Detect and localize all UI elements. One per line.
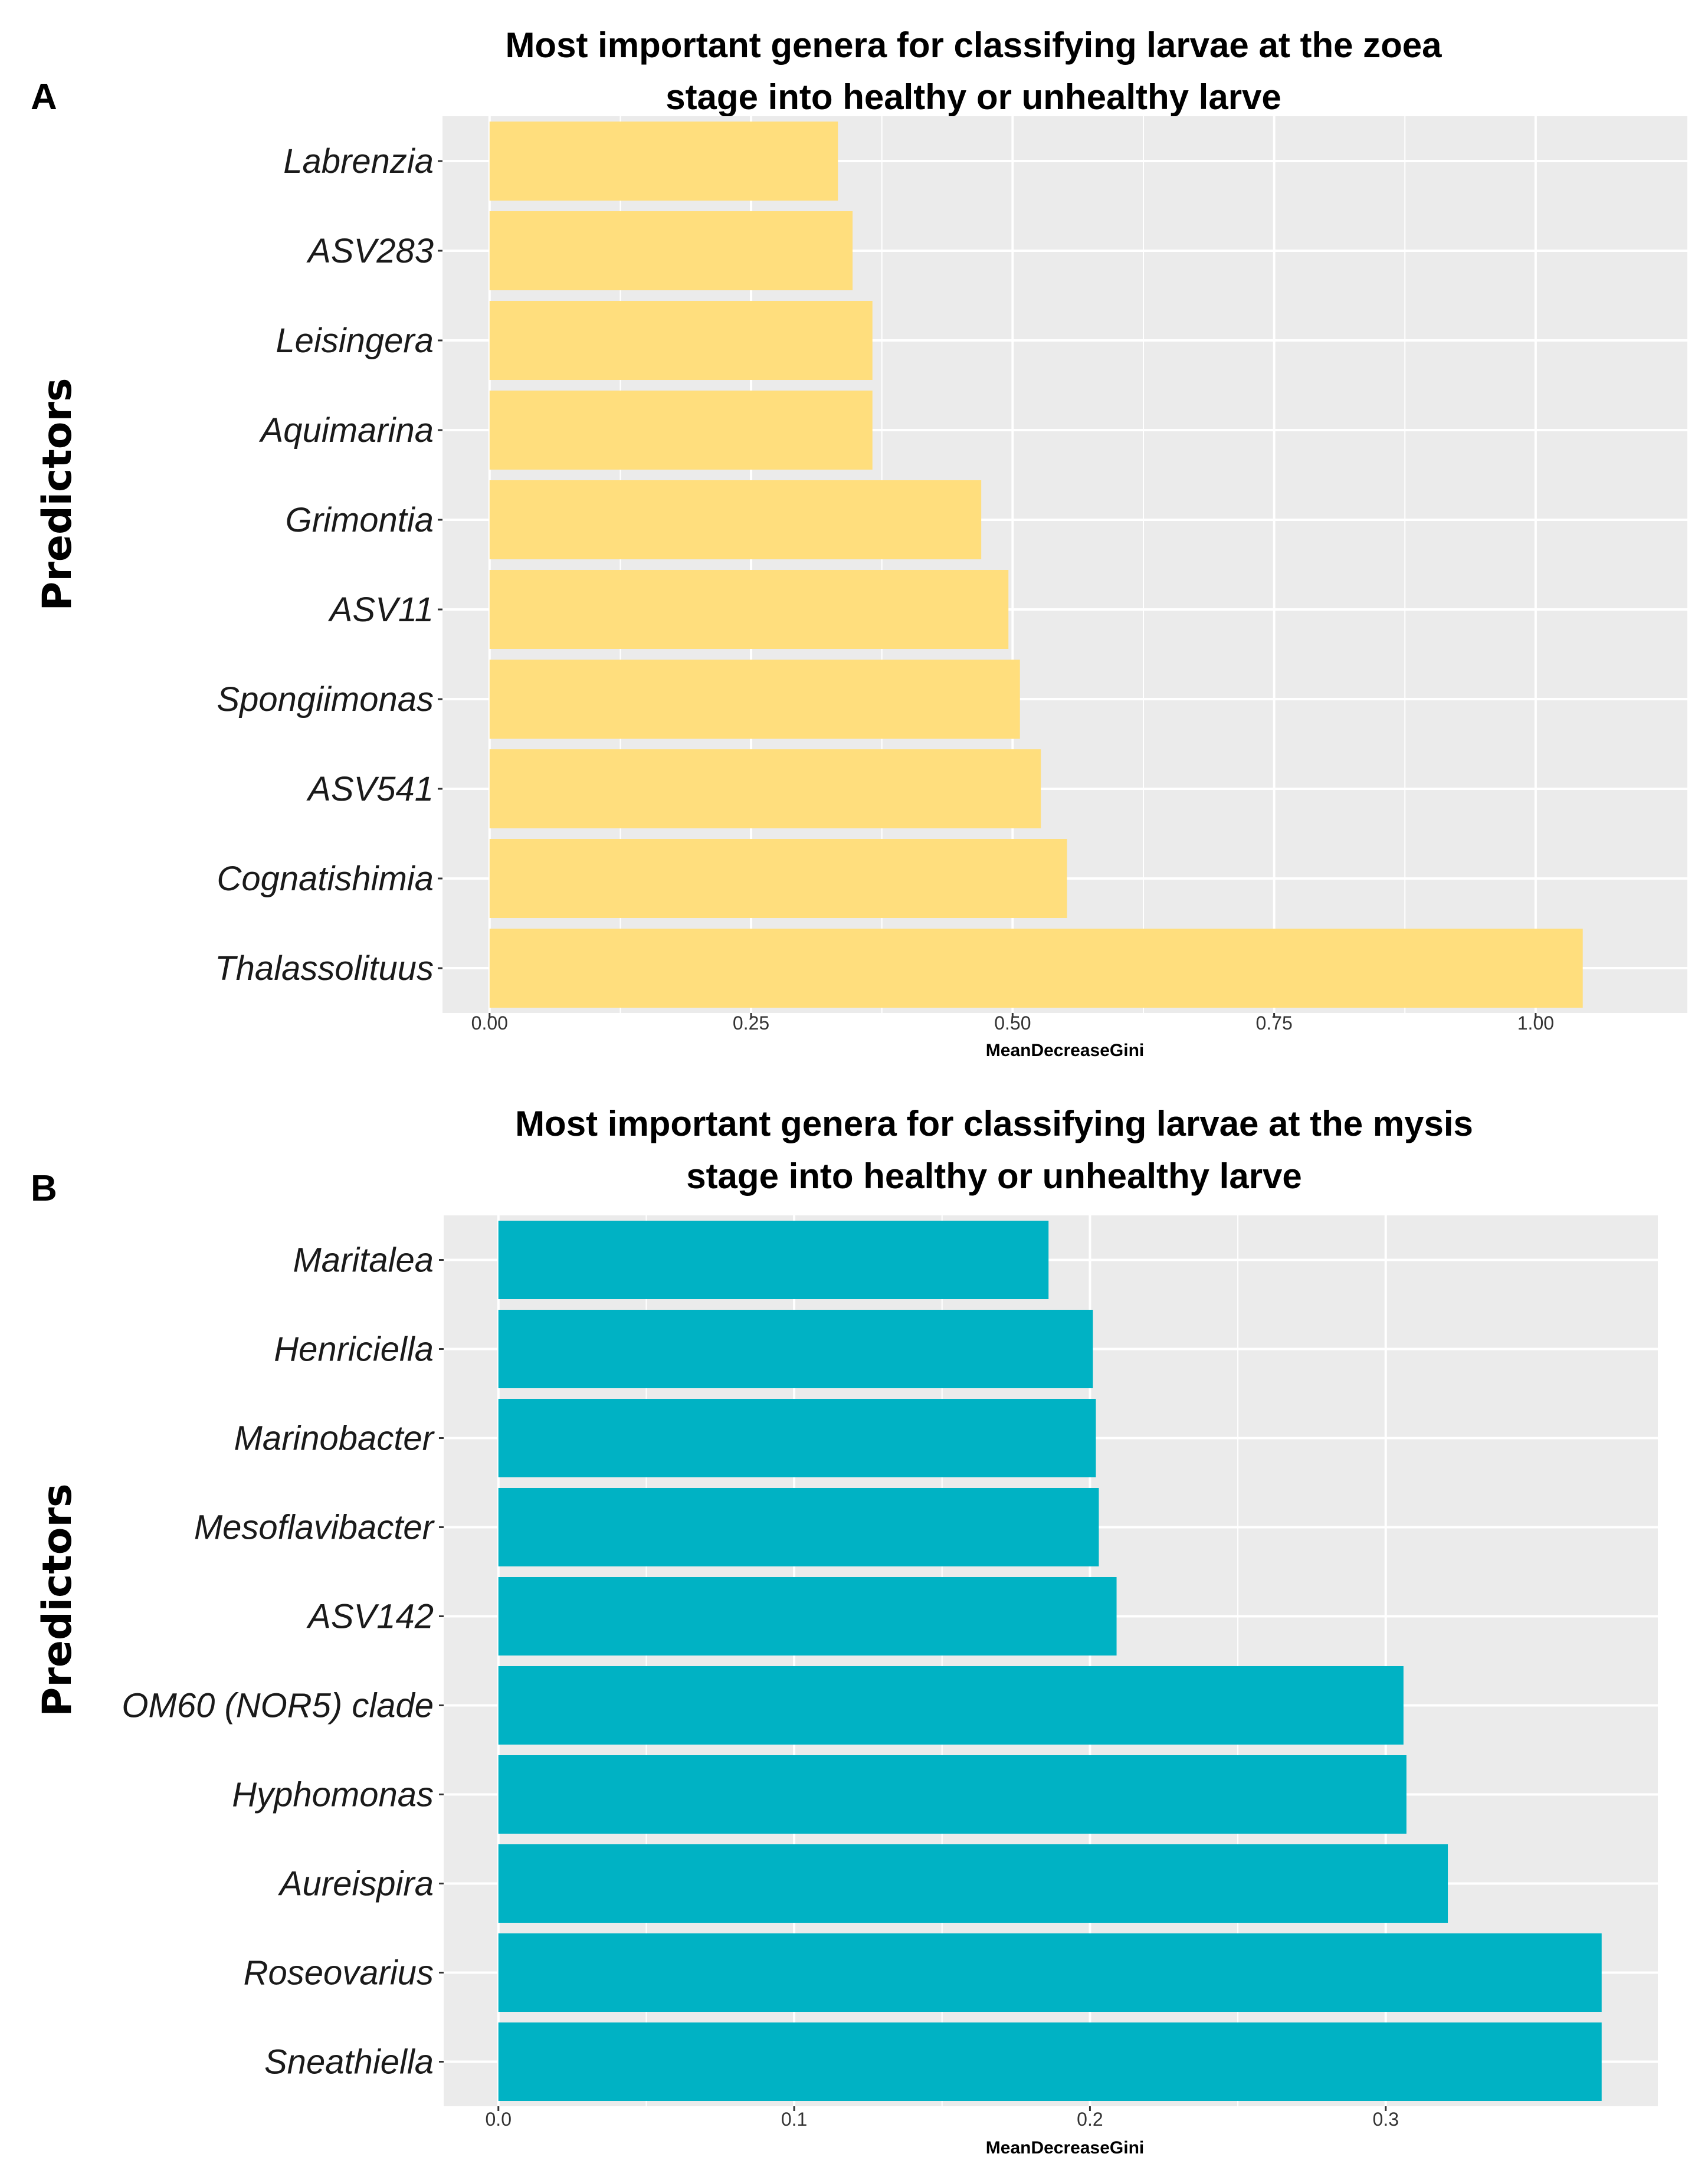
panel-b-category-label: Aureispira	[278, 1865, 434, 1903]
panel-b-category-label: ASV142	[306, 1598, 434, 1636]
panel-b-category-label: OM60 (NOR5) clade	[122, 1687, 434, 1725]
panel-b-category-label: Roseovarius	[244, 1954, 434, 1992]
panel-a-category-label: Cognatishimia	[217, 860, 434, 898]
panel-b-x-axis-label: MeanDecreaseGini	[986, 2138, 1144, 2158]
panel-a-category-label: Grimontia	[286, 501, 434, 539]
panel-b: B Most important genera for classifying …	[31, 1104, 1658, 2158]
panel-letter-b: B	[31, 1168, 57, 1209]
panel-a-x-tick-label: 0.50	[994, 1012, 1031, 1034]
panel-a-category-label: Thalassolituus	[215, 949, 434, 988]
panel-a-bar	[489, 660, 1020, 739]
panel-a-bar	[489, 480, 982, 559]
panel-b-bar	[498, 1488, 1099, 1566]
panel-b-category-label: Maritalea	[293, 1241, 434, 1280]
panel-a-x-axis-label: MeanDecreaseGini	[986, 1041, 1144, 1060]
panel-a-bar	[489, 122, 838, 201]
panel-a-category-label: Leisingera	[276, 322, 434, 360]
panel-a-category-label: Labrenzia	[283, 142, 434, 181]
panel-a-category-labels: Labrenzia ASV283 Leisingera Aquimarina Grimo…	[215, 142, 442, 988]
panel-a-x-tick-label: 0.75	[1255, 1012, 1292, 1034]
panel-a-y-axis-label: Predictors	[34, 378, 81, 611]
panel-b-bar	[498, 1844, 1448, 1923]
panel-b-category-label: Marinobacter	[234, 1420, 435, 1458]
panel-b-bar	[498, 1399, 1096, 1477]
panel-b-bar	[498, 1577, 1117, 1656]
panel-a-category-label: ASV11	[328, 591, 434, 629]
panel-b-category-labels: Maritalea Henriciella Marinobacter Mesoflav…	[122, 1241, 444, 2081]
panel-b-category-label: Hyphomonas	[232, 1776, 434, 1814]
panel-a-x-tick-label: 1.00	[1517, 1012, 1554, 1034]
panel-a-bar	[489, 301, 873, 380]
panel-a-category-label: Spongiimonas	[217, 680, 434, 719]
panel-a-category-label: ASV283	[306, 232, 434, 270]
panel-b-bar	[498, 1933, 1602, 2012]
panel-a-bar	[489, 391, 873, 470]
panel-a-category-label: Aquimarina	[259, 411, 434, 450]
panel-a: A Most important genera for classifying …	[31, 25, 1687, 1060]
panel-letter-a: A	[31, 77, 57, 117]
panel-b-bar	[498, 1666, 1404, 1745]
panel-b-bar	[498, 1221, 1049, 1299]
panel-b-bars	[498, 1221, 1602, 2101]
panel-b-x-tick-label: 0.1	[781, 2109, 807, 2130]
panel-a-bar	[489, 570, 1009, 649]
panel-a-category-label: ASV541	[306, 770, 434, 808]
panel-a-bar	[489, 749, 1041, 828]
panel-a-bars	[489, 122, 1583, 1008]
panel-b-bar	[498, 1755, 1407, 1834]
panel-a-title-line-1: Most important genera for classifying la…	[505, 25, 1442, 65]
panel-a-x-tick-label: 0.25	[733, 1012, 769, 1034]
panel-b-title-line-1: Most important genera for classifying la…	[515, 1104, 1473, 1143]
panel-a-x-tick-labels: 0.00 0.25 0.50 0.75 1.00	[471, 1012, 1554, 1034]
panel-a-title-line-2: stage into healthy or unhealthy larve	[666, 77, 1281, 117]
panel-b-category-label: Henriciella	[274, 1330, 434, 1369]
panel-b-y-axis-label: Predictors	[34, 1483, 81, 1716]
panel-b-bar	[498, 2022, 1602, 2101]
panel-b-category-label: Mesoflavibacter	[194, 1509, 435, 1547]
panel-b-x-tick-labels: 0.0 0.1 0.2 0.3	[486, 2106, 1399, 2130]
panel-a-bar	[489, 211, 853, 290]
panel-b-category-label: Sneathiella	[264, 2043, 434, 2081]
panel-b-title-line-2: stage into healthy or unhealthy larve	[686, 1156, 1302, 1196]
panel-b-x-tick-label: 0.0	[486, 2109, 512, 2130]
panel-a-x-tick-label: 0.00	[471, 1012, 508, 1034]
panel-b-x-tick-label: 0.3	[1373, 2109, 1399, 2130]
panel-a-bar	[489, 839, 1067, 918]
panel-b-x-tick-label: 0.2	[1077, 2109, 1103, 2130]
panel-b-bar	[498, 1310, 1093, 1388]
panel-a-bar	[489, 929, 1583, 1008]
